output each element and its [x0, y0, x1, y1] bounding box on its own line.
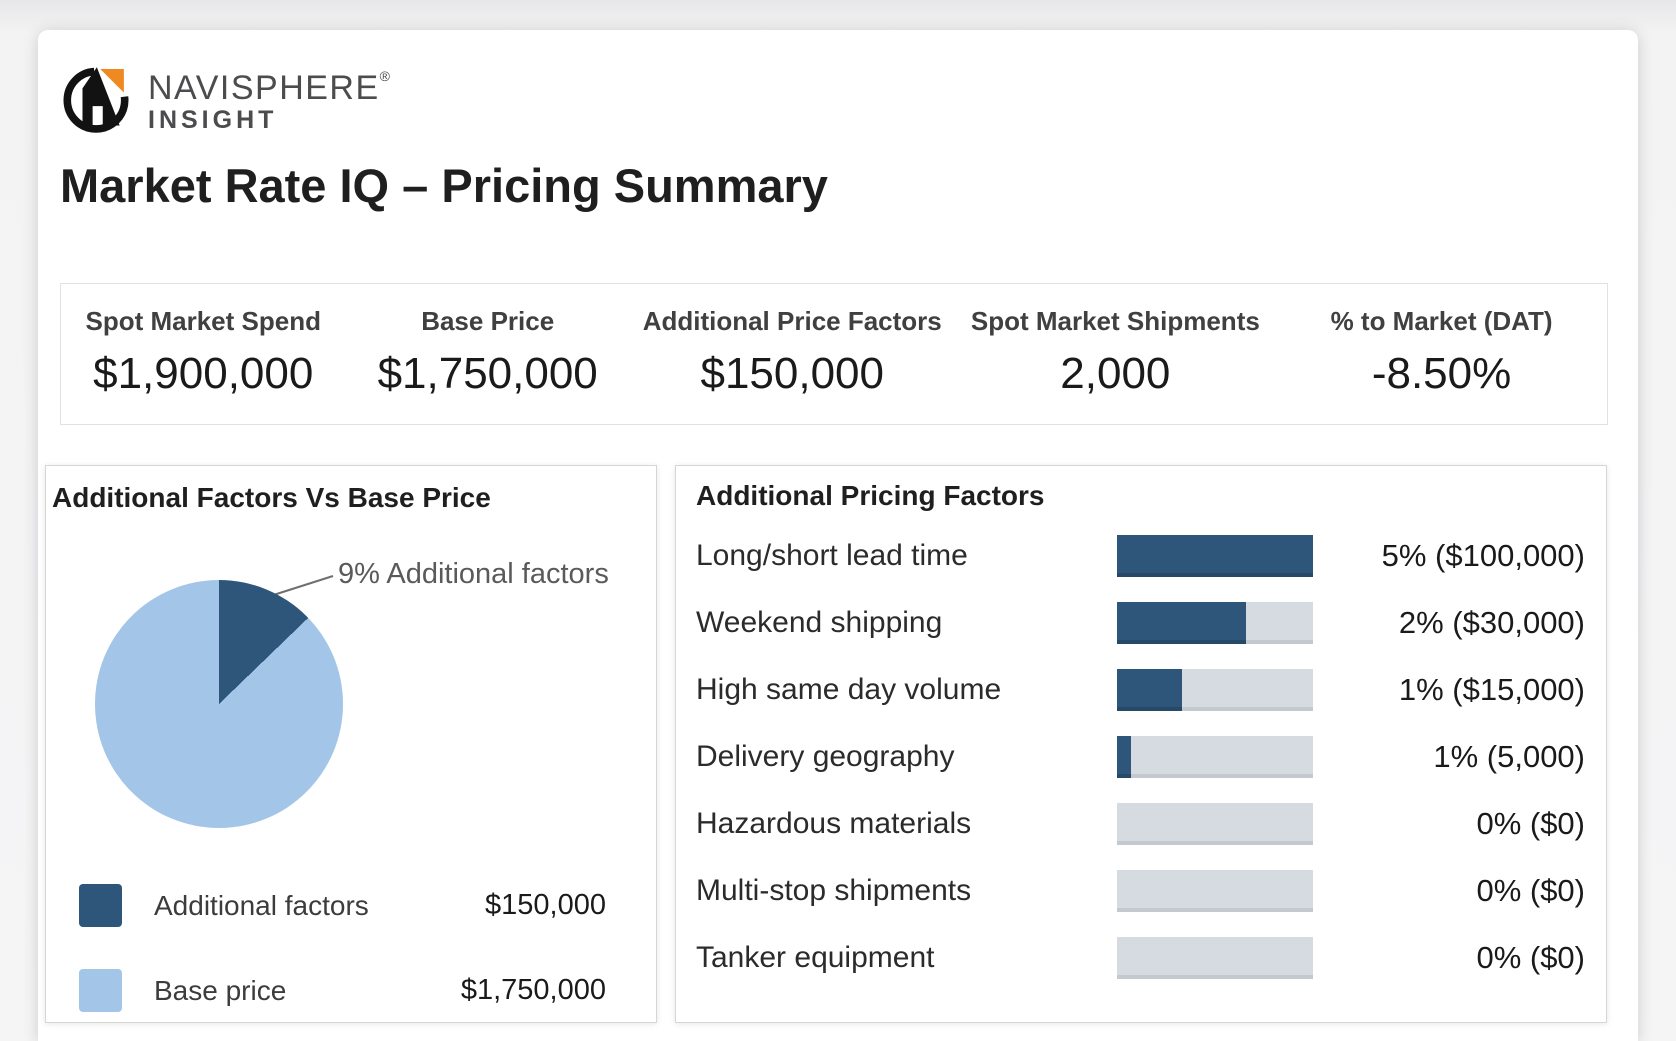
factor-label: Tanker equipment [696, 940, 935, 974]
kpi-label: % to Market (DAT) [1330, 306, 1553, 336]
kpi-value: -8.50% [1371, 349, 1512, 398]
factors-card: Additional Pricing Factors Long/short le… [675, 465, 1607, 1023]
factor-value: 5% ($100,000) [1381, 537, 1585, 573]
factor-value: 2% ($30,000) [1398, 604, 1585, 640]
kpi-base-price: Base Price $1,750,000 [345, 284, 629, 424]
legend-label: Base price [154, 974, 287, 1006]
logo-product-name: INSIGHT [148, 105, 278, 134]
factor-row-multi-stop-shipments: Multi-stop shipments 0% ($0) [696, 857, 1585, 924]
factor-bar-track [1117, 601, 1313, 644]
factor-bar-fill [1117, 735, 1131, 778]
factor-rows: Long/short lead time 5% ($100,000) Weeke… [696, 522, 1585, 991]
kpi-spot-market-shipments: Spot Market Shipments 2,000 [955, 284, 1277, 424]
kpi-value: $1,750,000 [377, 349, 598, 398]
factor-value: 1% (5,000) [1433, 738, 1585, 774]
factor-bar-fill [1117, 534, 1313, 577]
factor-bar-track [1117, 534, 1313, 577]
factor-bar-fill [1117, 601, 1247, 644]
factor-bar-track [1117, 802, 1313, 845]
kpi-spot-market-spend: Spot Market Spend $1,900,000 [61, 284, 345, 424]
kpi-label: Base Price [421, 306, 555, 336]
factor-row-tanker-equipment: Tanker equipment 0% ($0) [696, 924, 1585, 991]
kpi-strip: Spot Market Spend $1,900,000 Base Price … [60, 283, 1608, 425]
factor-value: 0% ($0) [1476, 805, 1585, 841]
pie-chart [95, 580, 343, 828]
kpi-value: $1,900,000 [93, 349, 314, 398]
factor-row-long-short-lead-time: Long/short lead time 5% ($100,000) [696, 522, 1585, 589]
navisphere-logo-icon [63, 67, 129, 133]
navisphere-logo: NAVISPHERE® INSIGHT [58, 58, 391, 134]
factor-bar-track [1117, 936, 1313, 979]
kpi-label: Spot Market Spend [85, 306, 321, 336]
factor-row-delivery-geography: Delivery geography 1% (5,000) [696, 723, 1585, 790]
factor-bar-fill [1117, 668, 1182, 711]
factor-label: Hazardous materials [696, 806, 972, 840]
logo-brand-word: NAVISPHERE [148, 68, 380, 107]
registered-mark: ® [379, 67, 392, 84]
legend-swatch-additional-factors [79, 884, 122, 927]
pie-annotation: 9% Additional factors [338, 558, 609, 590]
factor-value: 0% ($0) [1476, 939, 1585, 975]
pie-card-title: Additional Factors Vs Base Price [52, 482, 491, 513]
factor-row-weekend-shipping: Weekend shipping 2% ($30,000) [696, 589, 1585, 656]
factors-card-title: Additional Pricing Factors [696, 480, 1045, 511]
factor-value: 0% ($0) [1476, 872, 1585, 908]
kpi-pct-to-market-dat: % to Market (DAT) -8.50% [1276, 284, 1607, 424]
kpi-value: $150,000 [700, 349, 884, 398]
factor-value: 1% ($15,000) [1398, 671, 1585, 707]
legend-value: $1,750,000 [460, 974, 606, 1006]
logo-brand-name: NAVISPHERE® [148, 59, 391, 105]
kpi-value: 2,000 [1060, 349, 1171, 398]
kpi-label: Additional Price Factors [642, 306, 942, 336]
factor-row-high-same-day-volume: High same day volume 1% ($15,000) [696, 656, 1585, 723]
factor-bar-track [1117, 668, 1313, 711]
legend-item-base-price: Base price $1,750,000 [79, 969, 606, 1012]
factor-bar-track [1117, 869, 1313, 912]
legend-item-additional-factors: Additional factors $150,000 [79, 884, 606, 927]
logo-text: NAVISPHERE® INSIGHT [148, 59, 391, 134]
factor-label: Delivery geography [696, 739, 955, 773]
factor-label: Long/short lead time [696, 538, 968, 572]
logo-orange-triangle-icon [100, 68, 124, 93]
factor-label: Weekend shipping [696, 605, 943, 639]
kpi-additional-price-factors: Additional Price Factors $150,000 [630, 284, 955, 424]
page-title: Market Rate IQ – Pricing Summary [60, 159, 828, 212]
logo-n-mark-icon [82, 67, 120, 126]
pie-card: Additional Factors Vs Base Price 9% Addi… [45, 465, 657, 1023]
legend-value: $150,000 [485, 889, 606, 921]
legend-swatch-base-price [79, 969, 122, 1012]
main-card: NAVISPHERE® INSIGHT Market Rate IQ – Pri… [38, 30, 1638, 1041]
kpi-label: Spot Market Shipments [970, 306, 1260, 336]
factor-label: Multi-stop shipments [696, 873, 972, 907]
factor-row-hazardous-materials: Hazardous materials 0% ($0) [696, 790, 1585, 857]
factor-bar-track [1117, 735, 1313, 778]
legend-label: Additional factors [154, 889, 369, 921]
factor-label: High same day volume [696, 672, 1002, 706]
